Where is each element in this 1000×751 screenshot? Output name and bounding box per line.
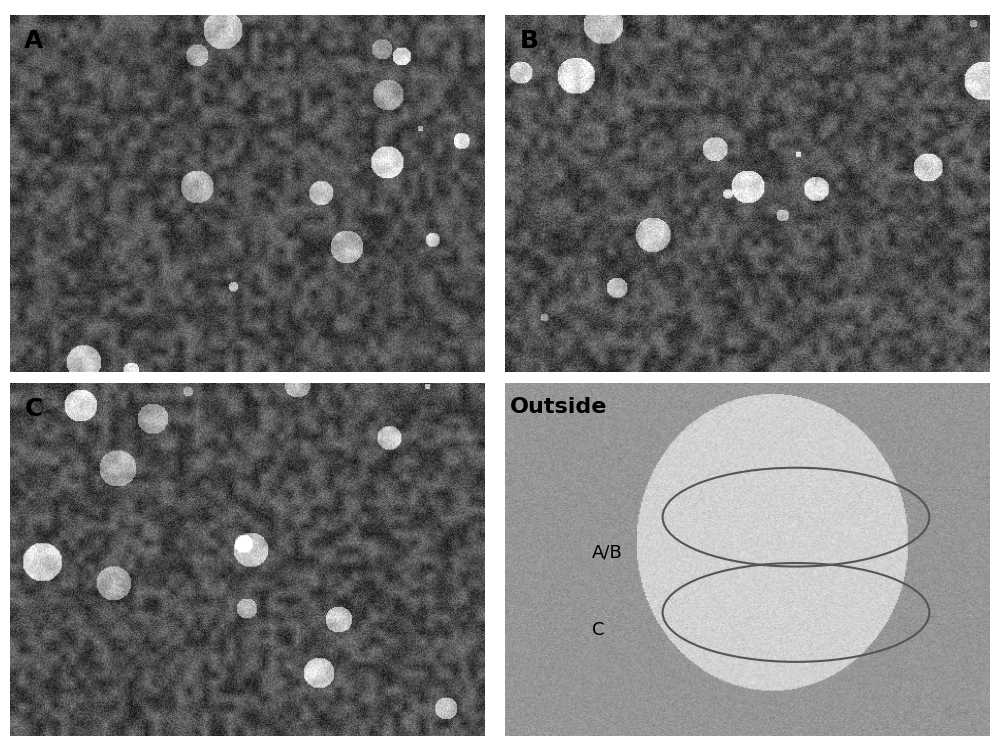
Text: A/B: A/B [592, 544, 623, 562]
Text: ↕↔: ↕↔ [942, 704, 970, 722]
Text: B: B [520, 29, 539, 53]
Text: C: C [24, 397, 43, 421]
Text: C: C [592, 621, 605, 639]
Text: Outside: Outside [510, 397, 607, 417]
Text: A: A [24, 29, 44, 53]
